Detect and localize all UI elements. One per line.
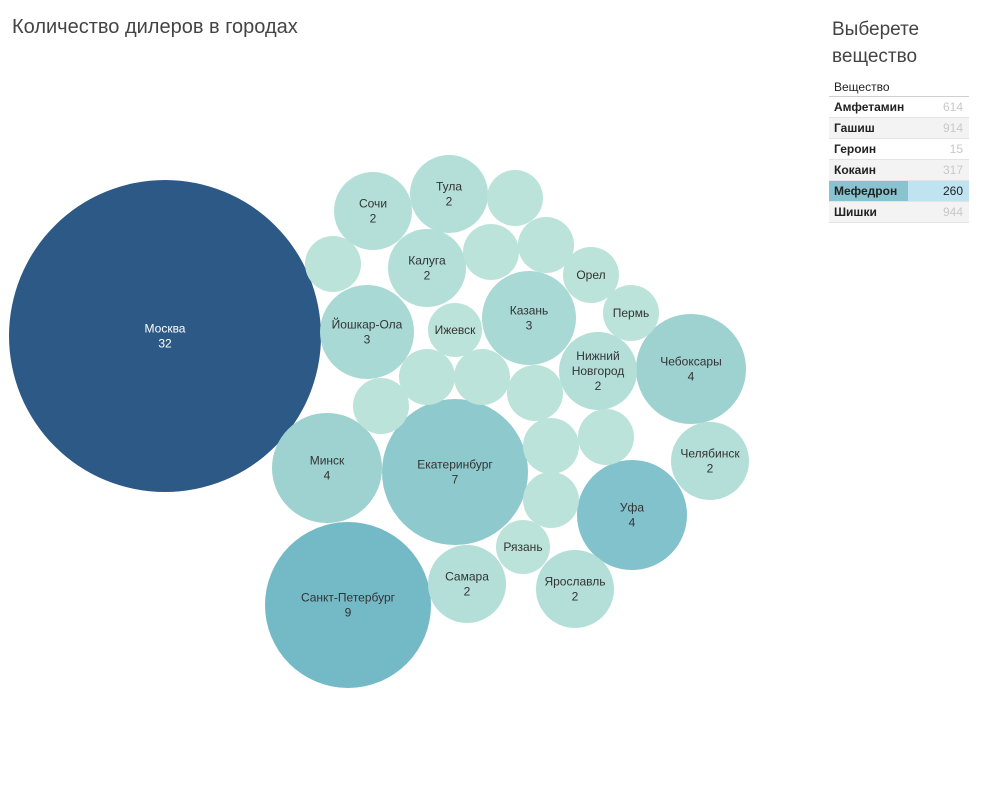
chart-title: Количество дилеров в городах	[12, 16, 298, 38]
filter-title: Выберете вещество	[832, 19, 920, 67]
bubble-chart: Москва32Санкт-Петербург9Екатеринбург7Мин…	[9, 155, 749, 688]
bubble-нижний-новгород[interactable]	[559, 332, 637, 410]
bubble-unlabeled[interactable]	[305, 236, 361, 292]
bubble-unlabeled[interactable]	[507, 365, 563, 421]
filter-item-6[interactable]: Шишки 944	[829, 202, 969, 223]
bubble-unlabeled[interactable]	[578, 409, 634, 465]
filter-list: Амфетамин 614 Гашиш 914 Героин 15 Кокаин 317 Меф…	[829, 97, 969, 223]
filter-item-label: Героин	[834, 142, 877, 156]
filter-item-5[interactable]: Мефедрон 260	[829, 181, 969, 202]
bubble-unlabeled[interactable]	[399, 349, 455, 405]
filter-item-count: 260	[942, 184, 963, 198]
bubble-санкт-петербург[interactable]	[265, 522, 431, 688]
filter-item-count: 317	[942, 163, 963, 177]
bubble-самара[interactable]	[428, 545, 506, 623]
filter-panel: Выберете вещество Вещество Амфетамин 614 Г…	[829, 16, 969, 223]
filter-item-label: Кокаин	[834, 163, 876, 177]
bubble-ижевск[interactable]	[428, 303, 482, 357]
bubble-казань[interactable]	[482, 271, 576, 365]
bubble-unlabeled[interactable]	[463, 224, 519, 280]
filter-item-label: Амфетамин	[834, 100, 905, 114]
filter-item-label: Гашиш	[834, 121, 875, 135]
bubble-сочи[interactable]	[334, 172, 412, 250]
bubble-чебоксары[interactable]	[636, 314, 746, 424]
filter-item-2[interactable]: Гашиш 914	[829, 118, 969, 139]
bubble-екатеринбург[interactable]	[382, 399, 528, 545]
filter-item-3[interactable]: Героин 15	[829, 139, 969, 160]
filter-header: Вещество	[829, 80, 969, 97]
bubble-челябинск[interactable]	[671, 422, 749, 500]
bubble-unlabeled[interactable]	[518, 217, 574, 273]
filter-item-count: 944	[942, 205, 963, 219]
filter-item-count: 914	[942, 121, 963, 135]
bubble-тула[interactable]	[410, 155, 488, 233]
bubble-москва[interactable]	[9, 180, 321, 492]
bubble-уфа[interactable]	[577, 460, 687, 570]
bubble-рязань[interactable]	[496, 520, 550, 574]
filter-item-1[interactable]: Амфетамин 614	[829, 97, 969, 118]
bubble-орел[interactable]	[563, 247, 619, 303]
bubble-unlabeled[interactable]	[353, 378, 409, 434]
bubble-калуга[interactable]	[388, 229, 466, 307]
filter-item-count: 614	[942, 100, 963, 114]
bubble-минск[interactable]	[272, 413, 382, 523]
bubble-unlabeled[interactable]	[523, 472, 579, 528]
bubble-пермь[interactable]	[603, 285, 659, 341]
filter-item-label: Мефедрон	[834, 184, 898, 198]
filter-item-highlight	[829, 181, 908, 201]
bubble-unlabeled[interactable]	[523, 418, 579, 474]
filter-item-4[interactable]: Кокаин 317	[829, 160, 969, 181]
bubble-ярославль[interactable]	[536, 550, 614, 628]
bubble-unlabeled[interactable]	[454, 349, 510, 405]
filter-item-label: Шишки	[834, 205, 877, 219]
filter-item-count: 15	[949, 142, 963, 156]
bubble-unlabeled[interactable]	[487, 170, 543, 226]
bubble-йошкар-ола[interactable]	[320, 285, 414, 379]
